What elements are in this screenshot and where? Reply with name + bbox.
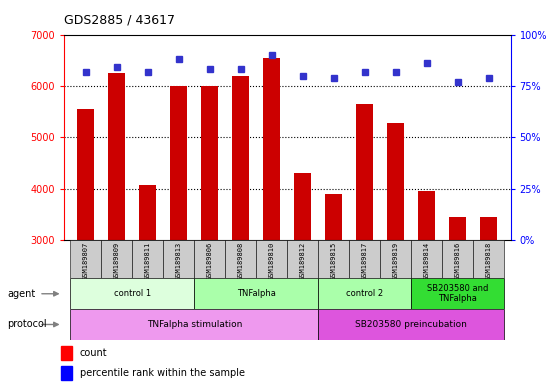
Bar [170,86,187,240]
Bar [319,278,411,309]
Text: GSM189811: GSM189811 [145,242,151,280]
Bar [70,240,102,278]
Bar [480,217,497,240]
Bar [442,240,473,278]
Text: GDS2885 / 43617: GDS2885 / 43617 [64,13,175,26]
Bar [357,104,373,240]
Text: protocol: protocol [7,319,47,329]
Bar [225,240,256,278]
Text: TNFalpha: TNFalpha [237,289,276,298]
Text: count: count [80,348,107,358]
Bar [70,278,194,309]
Text: GSM189817: GSM189817 [362,242,368,280]
Bar [411,278,504,309]
Text: GSM189815: GSM189815 [331,242,337,280]
Bar [418,191,435,240]
Text: GSM189807: GSM189807 [83,242,89,280]
Bar [349,240,381,278]
Text: SB203580 and
TNFalpha: SB203580 and TNFalpha [427,284,489,303]
Bar [256,240,287,278]
Text: GSM189808: GSM189808 [238,242,244,280]
Text: GSM189809: GSM189809 [114,242,120,280]
Text: GSM189812: GSM189812 [300,242,306,280]
Text: control 2: control 2 [347,289,383,298]
Bar [381,240,411,278]
Text: GSM189816: GSM189816 [455,242,461,280]
Bar [232,76,249,240]
Bar [78,109,94,240]
Bar [61,346,73,360]
Bar [140,185,156,240]
Text: control 1: control 1 [114,289,151,298]
Text: percentile rank within the sample: percentile rank within the sample [80,368,244,378]
Bar [61,366,73,380]
Bar [70,309,319,340]
Text: GSM189806: GSM189806 [207,242,213,280]
Bar [473,240,504,278]
Bar [287,240,319,278]
Bar [108,73,126,240]
Text: GSM189813: GSM189813 [176,242,182,280]
Text: SB203580 preincubation: SB203580 preincubation [355,320,467,329]
Text: GSM189810: GSM189810 [269,242,275,280]
Bar [194,240,225,278]
Text: agent: agent [7,289,36,299]
Bar [411,240,442,278]
Bar [163,240,194,278]
Bar [319,309,504,340]
Bar [201,86,218,240]
Bar [102,240,132,278]
Bar [319,240,349,278]
Bar [263,58,280,240]
Bar [387,123,405,240]
Bar [449,217,466,240]
Text: GSM189818: GSM189818 [486,242,492,280]
Text: GSM189819: GSM189819 [393,242,399,280]
Text: GSM189814: GSM189814 [424,242,430,280]
Bar [194,278,319,309]
Bar [132,240,163,278]
Text: TNFalpha stimulation: TNFalpha stimulation [147,320,242,329]
Bar [325,194,343,240]
Bar [295,173,311,240]
